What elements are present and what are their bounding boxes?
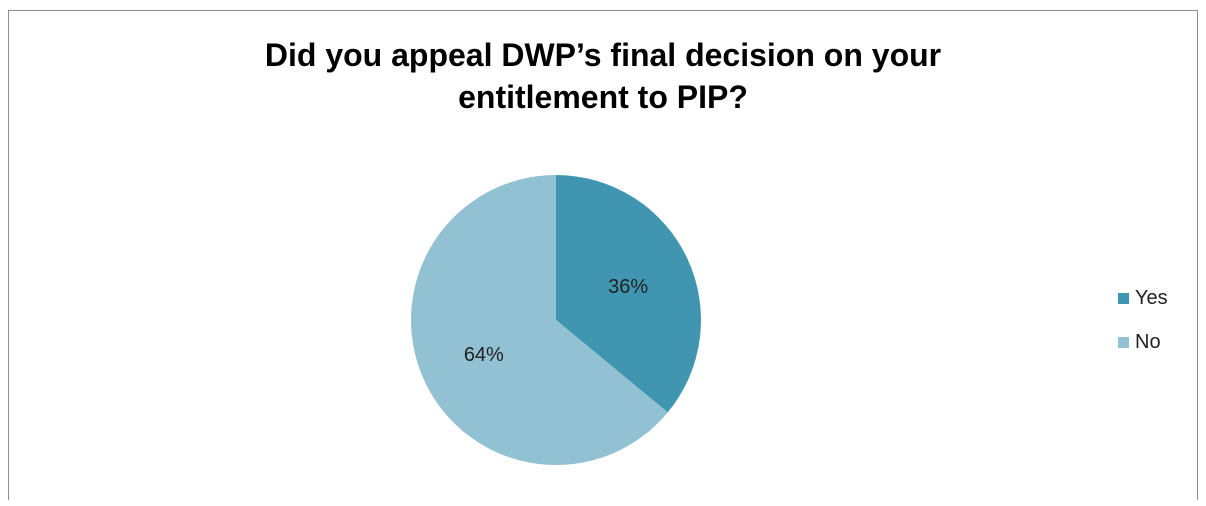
legend-label-yes: Yes (1135, 286, 1168, 309)
legend-label-no: No (1135, 330, 1161, 353)
pie-label-no: 64% (464, 344, 504, 366)
chart-title-line-1: Did you appeal DWP’s final decision on y… (264, 37, 942, 73)
legend-swatch-no (1118, 336, 1129, 348)
legend-swatch-yes (1118, 292, 1129, 304)
legend-item-no: No (1118, 328, 1168, 356)
chart-title: Did you appeal DWP’s final decision on y… (0, 34, 1206, 118)
pie-slice-no (411, 175, 668, 465)
pie-slice-yes (556, 175, 701, 413)
chart-title-line-2: entitlement to PIP? (458, 79, 748, 115)
legend: Yes No (1118, 284, 1168, 372)
legend-item-yes: Yes (1118, 284, 1168, 312)
pie-label-yes: 36% (608, 276, 648, 298)
chart-frame (8, 10, 1198, 500)
